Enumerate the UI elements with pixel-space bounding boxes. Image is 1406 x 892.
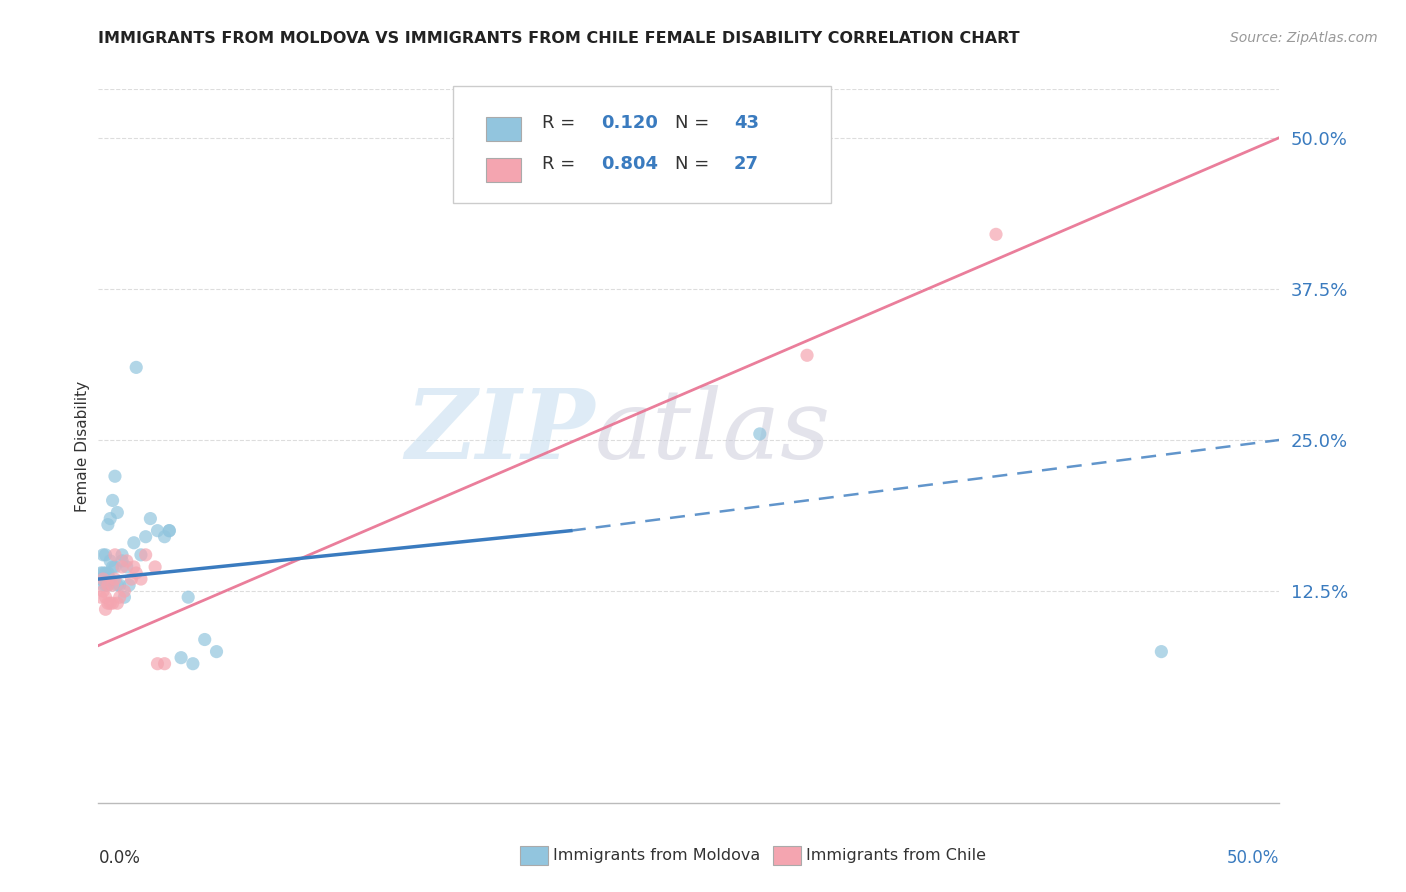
Point bbox=[139, 511, 162, 525]
Point bbox=[146, 657, 169, 671]
Point bbox=[129, 548, 152, 562]
Point bbox=[121, 572, 143, 586]
Point bbox=[125, 566, 148, 580]
Point bbox=[91, 548, 114, 562]
Point bbox=[104, 572, 127, 586]
Point bbox=[94, 572, 117, 586]
Point bbox=[135, 548, 157, 562]
Text: IMMIGRANTS FROM MOLDOVA VS IMMIGRANTS FROM CHILE FEMALE DISABILITY CORRELATION C: IMMIGRANTS FROM MOLDOVA VS IMMIGRANTS FR… bbox=[98, 31, 1019, 46]
Point bbox=[97, 578, 120, 592]
Point bbox=[101, 493, 124, 508]
Point bbox=[796, 348, 818, 362]
Point bbox=[122, 535, 145, 549]
Text: N =: N = bbox=[675, 114, 714, 132]
Point bbox=[90, 572, 112, 586]
Point bbox=[104, 560, 127, 574]
Point bbox=[97, 566, 120, 580]
Text: ZIP: ZIP bbox=[405, 384, 595, 479]
Y-axis label: Female Disability: Female Disability bbox=[75, 380, 90, 512]
Text: Immigrants from Moldova: Immigrants from Moldova bbox=[553, 848, 759, 863]
Point bbox=[91, 584, 114, 599]
Point bbox=[98, 554, 121, 568]
Point bbox=[170, 650, 193, 665]
Point bbox=[97, 596, 120, 610]
Point bbox=[157, 524, 180, 538]
FancyBboxPatch shape bbox=[486, 117, 522, 141]
Point bbox=[129, 572, 152, 586]
Point bbox=[104, 548, 127, 562]
Point bbox=[111, 548, 134, 562]
Point bbox=[105, 596, 128, 610]
Point bbox=[105, 578, 128, 592]
Point bbox=[101, 596, 124, 610]
Text: Source: ZipAtlas.com: Source: ZipAtlas.com bbox=[1230, 31, 1378, 45]
Point bbox=[101, 578, 124, 592]
Point bbox=[177, 590, 200, 604]
Point bbox=[97, 578, 120, 592]
Text: Immigrants from Chile: Immigrants from Chile bbox=[806, 848, 986, 863]
Point bbox=[112, 584, 135, 599]
Point bbox=[104, 469, 127, 483]
Point bbox=[94, 548, 117, 562]
Point bbox=[97, 517, 120, 532]
Point bbox=[112, 590, 135, 604]
Point bbox=[122, 560, 145, 574]
Point bbox=[135, 530, 157, 544]
Point bbox=[111, 560, 134, 574]
Point bbox=[108, 590, 131, 604]
Point bbox=[91, 572, 114, 586]
Point bbox=[194, 632, 217, 647]
Point bbox=[115, 554, 138, 568]
Point bbox=[94, 590, 117, 604]
Point bbox=[90, 590, 112, 604]
Text: N =: N = bbox=[675, 155, 714, 173]
Point bbox=[153, 657, 176, 671]
Point bbox=[153, 530, 176, 544]
Text: 50.0%: 50.0% bbox=[1227, 849, 1279, 867]
Point bbox=[108, 578, 131, 592]
Point bbox=[91, 578, 114, 592]
Text: 0.804: 0.804 bbox=[602, 155, 658, 173]
Text: 27: 27 bbox=[734, 155, 759, 173]
Point bbox=[125, 360, 148, 375]
Point bbox=[111, 554, 134, 568]
FancyBboxPatch shape bbox=[453, 86, 831, 203]
Point bbox=[91, 566, 114, 580]
Point bbox=[98, 596, 121, 610]
Text: 0.0%: 0.0% bbox=[98, 849, 141, 867]
Text: 43: 43 bbox=[734, 114, 759, 132]
Point bbox=[105, 506, 128, 520]
Text: R =: R = bbox=[543, 155, 582, 173]
Point bbox=[98, 572, 121, 586]
Point bbox=[748, 426, 770, 441]
Text: atlas: atlas bbox=[595, 384, 831, 479]
Point bbox=[146, 524, 169, 538]
Point bbox=[94, 566, 117, 580]
Point bbox=[98, 511, 121, 525]
Text: R =: R = bbox=[543, 114, 582, 132]
FancyBboxPatch shape bbox=[486, 159, 522, 182]
Point bbox=[143, 560, 166, 574]
Point bbox=[205, 645, 228, 659]
Point bbox=[94, 578, 117, 592]
Point bbox=[181, 657, 204, 671]
Point bbox=[94, 602, 117, 616]
Point bbox=[101, 560, 124, 574]
Point bbox=[157, 524, 180, 538]
Text: 0.120: 0.120 bbox=[602, 114, 658, 132]
Point bbox=[984, 227, 1007, 242]
Point bbox=[118, 578, 141, 592]
Point bbox=[115, 560, 138, 574]
Point bbox=[90, 566, 112, 580]
Point bbox=[1150, 645, 1173, 659]
